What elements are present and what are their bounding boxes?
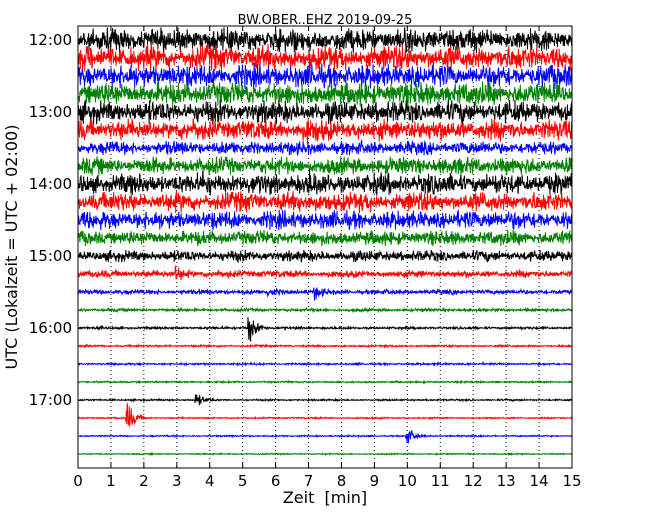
- y-tick-label: 14:00: [29, 175, 72, 193]
- chart-title: BW.OBER..EHZ 2019-09-25: [238, 13, 413, 28]
- trace-1630: [77, 360, 573, 367]
- x-tick-label: 0: [73, 472, 83, 490]
- x-tick-label: 5: [238, 472, 248, 490]
- trace-1515: [77, 265, 573, 281]
- grid-layer: [110, 26, 540, 468]
- x-tick-label: 12: [464, 472, 483, 490]
- y-tick-label: 15:00: [29, 247, 72, 265]
- trace-1430: [77, 209, 573, 231]
- x-tick-label: 2: [139, 472, 149, 490]
- trace-1530: [77, 287, 573, 301]
- y-tick-label: 13:00: [29, 103, 72, 121]
- x-axis-label: Zeit [min]: [283, 488, 367, 507]
- x-tick-label: 1: [106, 472, 116, 490]
- x-tick-label: 3: [172, 472, 182, 490]
- x-tick-label: 8: [337, 472, 347, 490]
- x-tick-label: 15: [562, 472, 581, 490]
- x-tick-label: 13: [497, 472, 516, 490]
- trace-1330: [77, 138, 573, 156]
- trace-1400: [77, 169, 573, 196]
- trace-1445: [77, 229, 573, 247]
- x-tick-label: 7: [304, 472, 314, 490]
- trace-1600: [77, 317, 573, 342]
- trace-1700: [77, 394, 573, 406]
- trace-1200: [77, 26, 573, 54]
- y-tick-label: 17:00: [29, 391, 72, 409]
- trace-1615: [77, 342, 573, 349]
- trace-1500: [77, 249, 573, 264]
- y-tick-label: 12:00: [29, 31, 72, 49]
- x-tick-label: 10: [398, 472, 417, 490]
- y-tick-label: 16:00: [29, 319, 72, 337]
- trace-1245: [77, 81, 573, 108]
- trace-1415: [77, 190, 573, 214]
- trace-1315: [77, 118, 573, 145]
- trace-1215: [77, 44, 573, 72]
- trace-1730: [77, 429, 573, 444]
- x-tick-label: 9: [370, 472, 380, 490]
- trace-1745: [77, 451, 573, 457]
- x-tick-label: 14: [530, 472, 549, 490]
- plot-frame: [77, 25, 573, 469]
- y-axis-label: UTC (Lokalzeit = UTC + 02:00): [2, 125, 21, 370]
- x-axis: 0 1 2 3 4 5 6 7 8 9 10 11 12 13 14 15: [73, 26, 582, 490]
- trace-1545: [77, 306, 573, 314]
- trace-layer: [77, 26, 573, 457]
- x-tick-label: 4: [205, 472, 215, 490]
- trace-1230: [77, 62, 573, 90]
- x-tick-label: 6: [271, 472, 281, 490]
- y-axis: 12:00 13:00 14:00 15:00 16:00 17:00: [29, 31, 572, 409]
- trace-1645: [77, 379, 573, 385]
- x-tick-label: 11: [431, 472, 450, 490]
- trace-1300: [77, 99, 573, 125]
- trace-1345: [77, 156, 573, 176]
- trace-1715: [77, 403, 573, 427]
